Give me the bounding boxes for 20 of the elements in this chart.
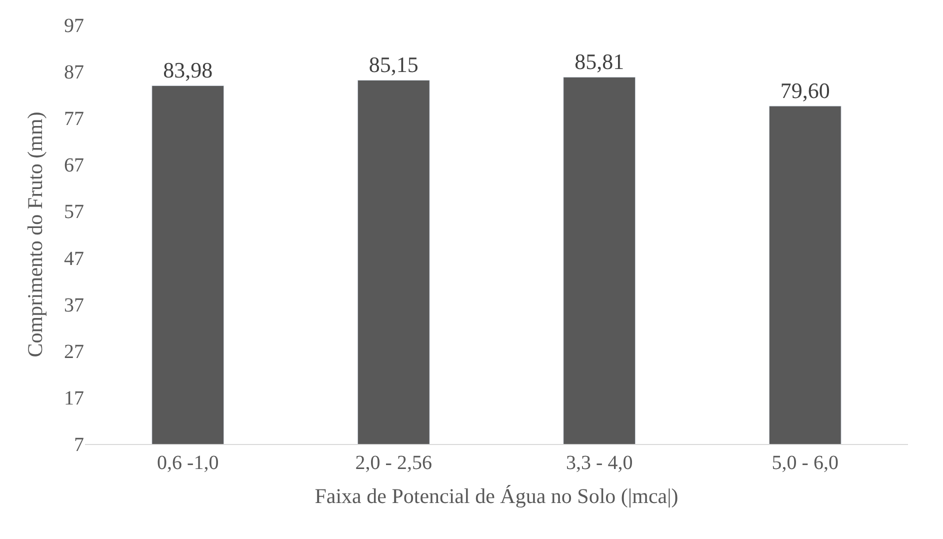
y-tick-label: 77 (64, 108, 84, 130)
data-label: 79,60 (780, 78, 830, 104)
y-tick-label: 97 (64, 15, 84, 37)
y-axis-title: Comprimento do Fruto (mm) (23, 112, 48, 358)
x-tick-label: 3,3 - 4,0 (566, 452, 633, 474)
x-tick-label: 0,6 -1,0 (157, 452, 219, 474)
data-label: 85,15 (368, 52, 418, 78)
data-label: 85,81 (574, 49, 624, 74)
y-tick-label: 67 (64, 154, 84, 177)
y-tick-label: 7 (74, 434, 84, 456)
y-tick-label: 37 (64, 294, 84, 316)
x-axis-title: Faixa de Potencial de Água no Solo (|mca|) (314, 484, 678, 508)
y-tick-label: 17 (64, 387, 84, 410)
x-tick-label: 5,0 - 6,0 (772, 452, 838, 474)
x-tick-label: 2,0 - 2,56 (355, 452, 432, 474)
y-tick-label: 87 (64, 62, 84, 84)
y-tick-label: 47 (64, 248, 84, 270)
y-tick-label: 27 (64, 340, 84, 363)
y-tick-label: 57 (64, 201, 84, 224)
data-label: 83,98 (163, 58, 213, 83)
